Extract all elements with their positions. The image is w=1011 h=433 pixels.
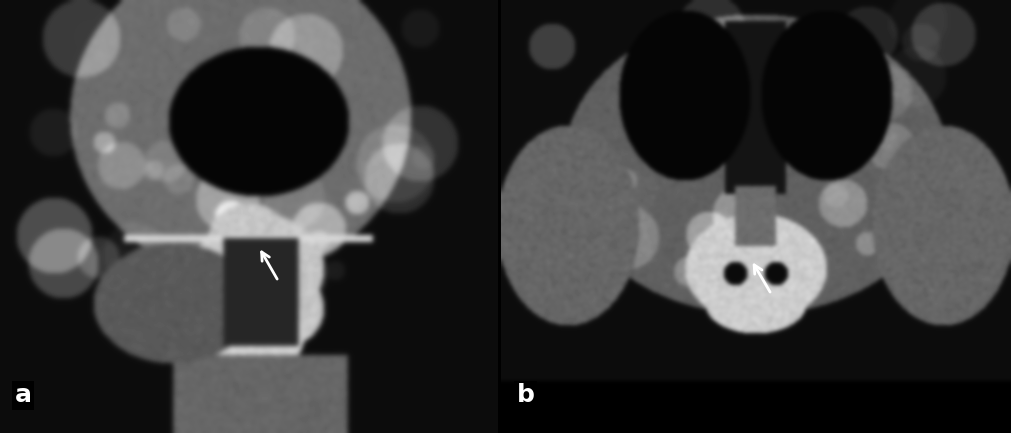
- Text: b: b: [517, 383, 535, 407]
- Text: a: a: [15, 383, 32, 407]
